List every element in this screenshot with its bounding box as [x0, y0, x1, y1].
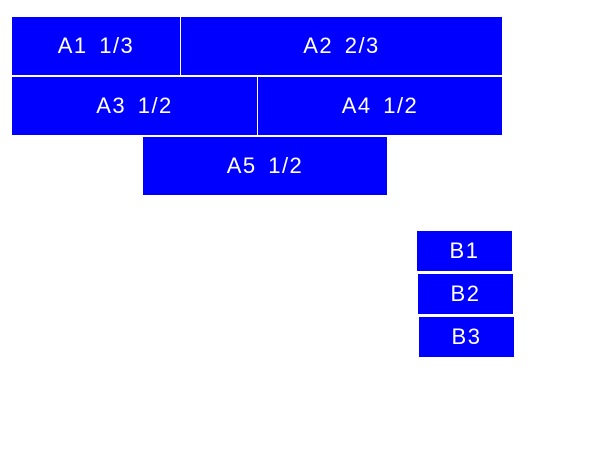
box-a2[interactable]: A2 2/3	[181, 17, 502, 75]
box-a4[interactable]: A4 1/2	[258, 77, 502, 135]
box-a1-label: A1 1/3	[57, 33, 135, 58]
box-b2-label: B2	[450, 281, 481, 306]
box-a5[interactable]: A5 1/2	[143, 137, 387, 195]
box-b2[interactable]: B2	[418, 274, 513, 314]
box-a2-label: A2 2/3	[303, 33, 380, 58]
box-a1[interactable]: A1 1/3	[12, 17, 180, 75]
box-a4-label: A4 1/2	[341, 93, 419, 118]
box-b1-label: B1	[449, 238, 480, 263]
box-b1[interactable]: B1	[417, 231, 512, 271]
box-b3-label: B3	[451, 324, 482, 349]
box-a5-label: A5 1/2	[226, 153, 304, 178]
box-b3[interactable]: B3	[419, 317, 514, 357]
box-a3[interactable]: A3 1/2	[12, 77, 257, 135]
box-a3-label: A3 1/2	[96, 93, 173, 118]
